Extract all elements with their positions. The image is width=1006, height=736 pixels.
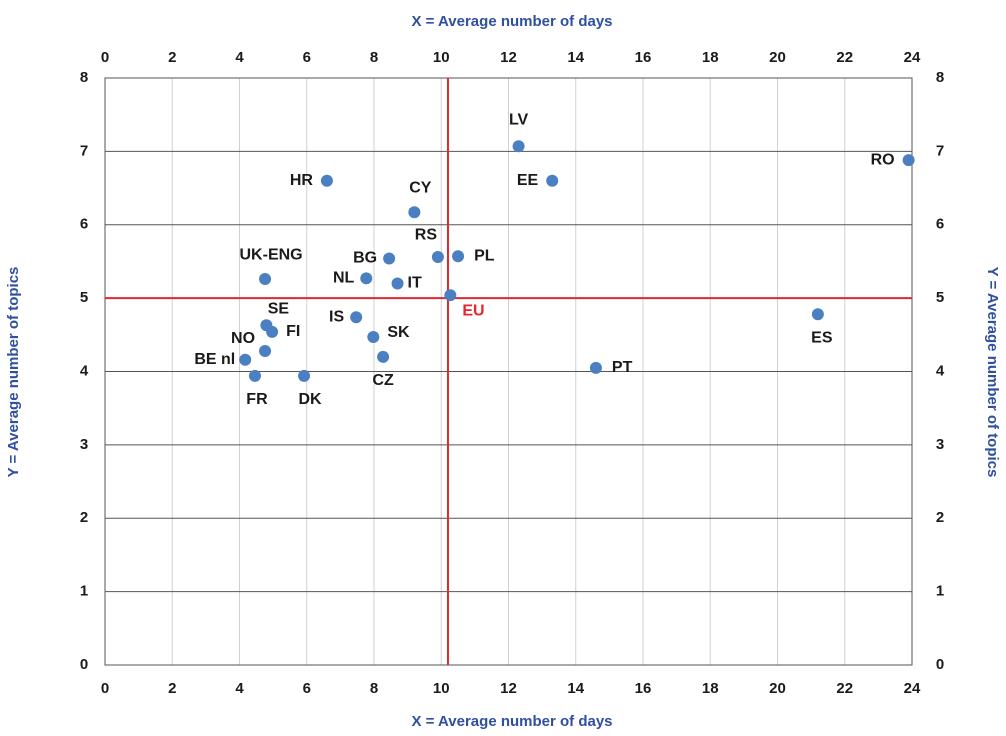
x-tick-label-top: 12 [500, 49, 517, 66]
y-axis-title-left: Y = Average number of topics [5, 267, 22, 478]
x-tick-label-top: 16 [635, 49, 652, 66]
point-label: ES [811, 329, 833, 346]
y-tick-label-right: 5 [936, 289, 944, 306]
x-tick-label-bottom: 8 [370, 680, 378, 697]
x-tick-label-top: 6 [303, 49, 311, 66]
x-tick-label-top: 0 [101, 49, 109, 66]
point [444, 289, 457, 302]
y-tick-label-right: 7 [936, 142, 944, 159]
y-tick-label-left: 0 [80, 656, 88, 673]
y-tick-label-left: 4 [80, 362, 89, 379]
x-tick-label-bottom: 20 [769, 680, 786, 697]
point-label: IT [408, 275, 422, 292]
x-tick-label-top: 10 [433, 49, 450, 66]
point-label: DK [299, 391, 323, 408]
x-tick-label-bottom: 10 [433, 680, 450, 697]
x-tick-label-bottom: 2 [168, 680, 176, 697]
point [259, 344, 272, 357]
point-label: SE [268, 300, 290, 317]
y-tick-label-right: 8 [936, 69, 944, 86]
x-tick-label-top: 8 [370, 49, 378, 66]
point [902, 154, 915, 167]
x-tick-label-bottom: 6 [303, 680, 311, 697]
y-tick-label-right: 1 [936, 583, 944, 600]
y-tick-label-right: 6 [936, 216, 944, 233]
y-tick-label-left: 5 [80, 289, 88, 306]
point-label: FR [246, 391, 268, 408]
point-label: IS [329, 308, 344, 325]
point [383, 252, 396, 265]
x-tick-label-bottom: 18 [702, 680, 719, 697]
x-tick-label-bottom: 0 [101, 680, 109, 697]
x-tick-label-top: 20 [769, 49, 786, 66]
point [248, 369, 261, 382]
x-axis-title-bottom: X = Average number of days [411, 713, 612, 730]
point [266, 325, 279, 338]
point [367, 331, 380, 344]
x-tick-label-bottom: 4 [235, 680, 244, 697]
x-tick-label-bottom: 24 [904, 680, 921, 697]
point [360, 272, 373, 285]
x-tick-label-top: 4 [235, 49, 244, 66]
point [320, 174, 333, 187]
point-label: LV [509, 111, 529, 128]
y-tick-label-right: 4 [936, 362, 945, 379]
x-tick-label-top: 22 [836, 49, 853, 66]
point-label: CY [409, 179, 432, 196]
point-label: UK-ENG [240, 246, 303, 263]
point [408, 206, 421, 219]
point-label: BG [353, 250, 377, 267]
point-label: NL [333, 270, 355, 287]
point [589, 361, 602, 374]
y-axis-title-right: Y = Average number of topics [984, 267, 1001, 478]
point [298, 369, 311, 382]
x-tick-label-bottom: 12 [500, 680, 517, 697]
y-tick-label-left: 2 [80, 509, 88, 526]
y-tick-label-left: 1 [80, 583, 88, 600]
point [259, 273, 272, 286]
point [350, 311, 363, 324]
plot-frame [104, 77, 913, 666]
y-tick-label-right: 0 [936, 656, 944, 673]
point-label: RS [415, 226, 438, 243]
y-tick-label-left: 7 [80, 142, 88, 159]
x-tick-label-top: 14 [567, 49, 584, 66]
y-tick-label-left: 8 [80, 69, 88, 86]
point-label: CZ [372, 372, 394, 389]
point-label: PL [474, 248, 495, 265]
x-tick-label-bottom: 16 [635, 680, 652, 697]
y-tick-label-right: 2 [936, 509, 944, 526]
point-label: RO [871, 151, 895, 168]
y-tick-label-left: 3 [80, 436, 88, 453]
point-label: BE nl [194, 351, 235, 368]
point [452, 250, 465, 263]
point-label: EE [517, 172, 539, 189]
point-label: HR [290, 172, 314, 189]
point [811, 308, 824, 321]
x-tick-label-top: 2 [168, 49, 176, 66]
point [431, 251, 444, 264]
point [377, 350, 390, 363]
x-axis-title-top: X = Average number of days [411, 13, 612, 30]
y-tick-label-left: 6 [80, 216, 88, 233]
point [546, 174, 559, 187]
x-tick-label-bottom: 14 [567, 680, 584, 697]
point-label: PT [612, 359, 633, 376]
point-label: SK [387, 324, 410, 341]
x-tick-label-top: 18 [702, 49, 719, 66]
x-tick-label-top: 24 [904, 49, 921, 66]
point-label: FI [286, 323, 300, 340]
point [239, 353, 252, 366]
point-label: EU [462, 302, 484, 319]
point-label: NO [231, 330, 255, 347]
y-tick-label-right: 3 [936, 436, 944, 453]
point [391, 277, 404, 290]
point [512, 140, 525, 153]
x-tick-label-bottom: 22 [836, 680, 853, 697]
